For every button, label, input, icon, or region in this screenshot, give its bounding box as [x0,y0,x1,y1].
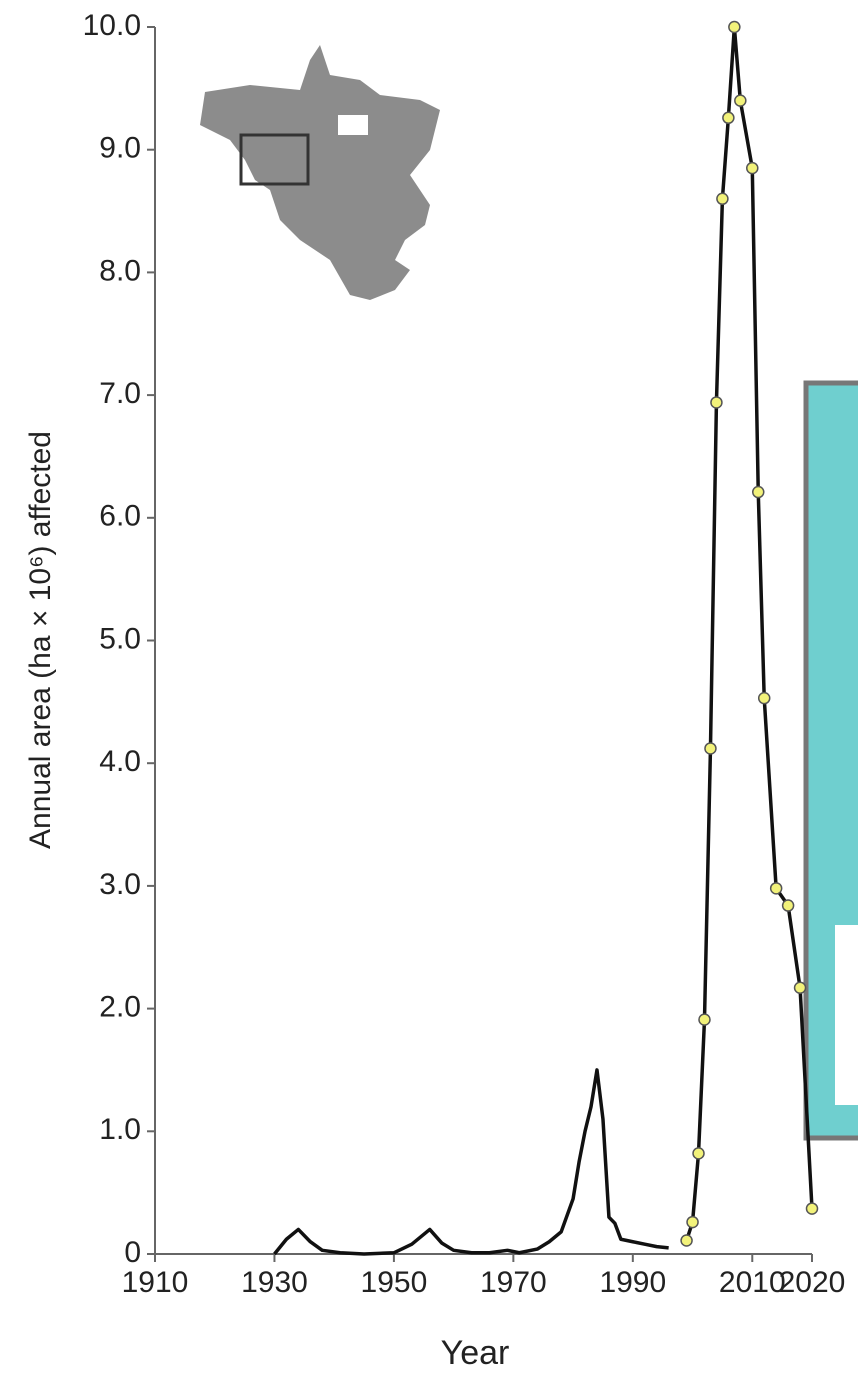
x-tick-label: 1950 [361,1266,428,1299]
data-point [734,94,747,107]
series-line [684,25,814,1242]
data-point [805,1202,819,1215]
inset-map [200,45,440,300]
y-tick-label: 5.0 [99,622,141,655]
data-point [757,691,771,705]
x-tick-label: 1930 [241,1266,308,1299]
series-line [273,1068,669,1256]
data-point [722,111,735,125]
data-point [728,20,741,34]
y-tick-label: 10.0 [83,9,141,42]
data-point [692,1147,705,1160]
x-axis-label: Year [441,1334,510,1372]
data-point [698,1013,711,1026]
x-tick-label: 1970 [480,1266,547,1299]
y-tick-label: 2.0 [99,991,141,1024]
data-point [680,1234,693,1247]
data-point [686,1215,699,1229]
x-tick-label: 1910 [122,1266,189,1299]
data-point [746,161,759,175]
x-tick-label: 2010 [719,1266,786,1299]
x-tick-label: 2020 [779,1266,846,1299]
data-point [793,981,807,994]
y-tick-label: 4.0 [99,745,141,778]
y-tick-label: 3.0 [99,868,141,901]
y-tick-label: 8.0 [99,254,141,287]
y-tick-label: 0 [124,1236,141,1269]
data-point [751,485,765,499]
data-point [769,882,783,895]
photo-panel-inset [835,925,858,1105]
data-point [704,742,717,755]
data-point [781,899,795,912]
y-tick-label: 1.0 [99,1113,141,1146]
inset-region-box [239,133,310,186]
data-point [710,396,723,409]
x-tick-label: 1990 [599,1266,666,1299]
y-tick-label: 7.0 [99,377,141,410]
y-axis-label: Annual area (ha × 10⁶) affected [24,431,57,849]
y-tick-label: 9.0 [99,132,141,165]
data-point [716,192,729,206]
y-tick-label: 6.0 [99,500,141,533]
